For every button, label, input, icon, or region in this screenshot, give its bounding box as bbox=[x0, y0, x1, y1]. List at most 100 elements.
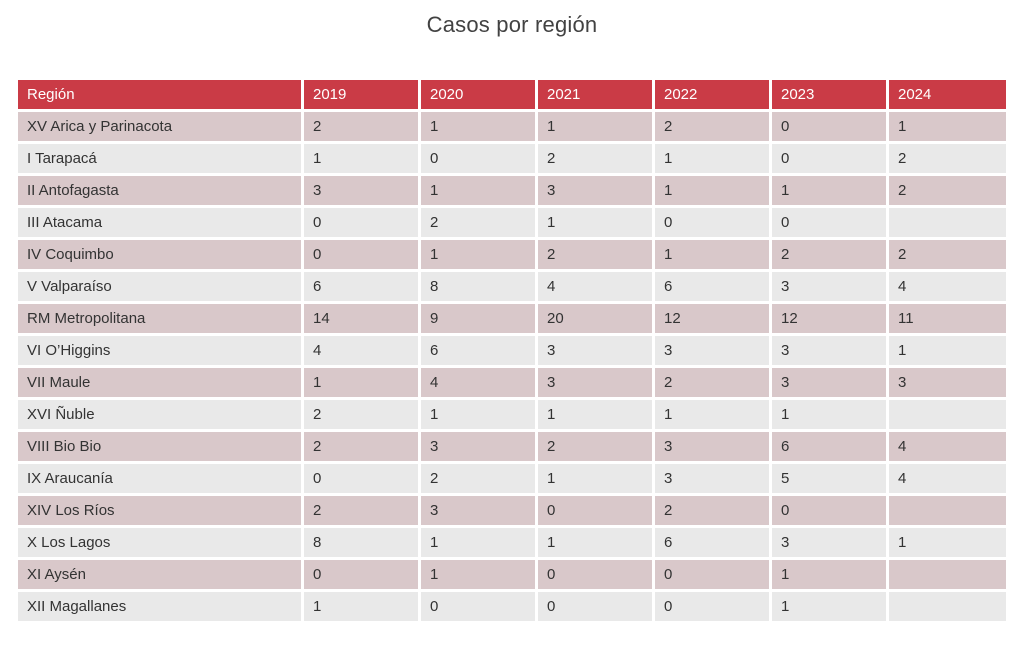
value-cell: 6 bbox=[655, 528, 772, 560]
value-cell: 1 bbox=[772, 592, 889, 624]
value-cell: 4 bbox=[538, 272, 655, 304]
column-header-2022[interactable]: 2022 bbox=[655, 80, 772, 112]
region-cell: VII Maule bbox=[18, 368, 304, 400]
region-cell: X Los Lagos bbox=[18, 528, 304, 560]
value-cell: 4 bbox=[889, 432, 1006, 464]
value-cell: 3 bbox=[655, 336, 772, 368]
value-cell: 0 bbox=[655, 560, 772, 592]
table-row: XV Arica y Parinacota 2 1 1 2 0 1 bbox=[18, 112, 1006, 144]
value-cell bbox=[889, 208, 1006, 240]
region-cell: XV Arica y Parinacota bbox=[18, 112, 304, 144]
table-row: IV Coquimbo 0 1 2 1 2 2 bbox=[18, 240, 1006, 272]
value-cell: 2 bbox=[655, 368, 772, 400]
value-cell: 0 bbox=[772, 144, 889, 176]
value-cell: 1 bbox=[889, 112, 1006, 144]
value-cell: 2 bbox=[538, 432, 655, 464]
region-cell: V Valparaíso bbox=[18, 272, 304, 304]
value-cell: 2 bbox=[304, 400, 421, 432]
value-cell: 3 bbox=[772, 272, 889, 304]
region-cell: XI Aysén bbox=[18, 560, 304, 592]
value-cell: 1 bbox=[538, 112, 655, 144]
region-cell: II Antofagasta bbox=[18, 176, 304, 208]
value-cell: 3 bbox=[655, 464, 772, 496]
value-cell: 2 bbox=[304, 432, 421, 464]
value-cell: 0 bbox=[304, 240, 421, 272]
chart-title: Casos por región bbox=[426, 12, 598, 37]
value-cell: 1 bbox=[538, 400, 655, 432]
region-cell: IV Coquimbo bbox=[18, 240, 304, 272]
column-header-2023[interactable]: 2023 bbox=[772, 80, 889, 112]
value-cell bbox=[889, 592, 1006, 624]
value-cell: 1 bbox=[421, 176, 538, 208]
value-cell: 0 bbox=[772, 208, 889, 240]
value-cell: 0 bbox=[772, 112, 889, 144]
value-cell: 1 bbox=[889, 528, 1006, 560]
table-row: RM Metropolitana 14 9 20 12 12 11 bbox=[18, 304, 1006, 336]
value-cell: 2 bbox=[889, 176, 1006, 208]
value-cell: 2 bbox=[421, 208, 538, 240]
region-cell: III Atacama bbox=[18, 208, 304, 240]
table-row: XVI Ñuble 2 1 1 1 1 bbox=[18, 400, 1006, 432]
region-cell: VIII Bio Bio bbox=[18, 432, 304, 464]
region-cell: XIV Los Ríos bbox=[18, 496, 304, 528]
value-cell: 1 bbox=[421, 560, 538, 592]
value-cell: 1 bbox=[421, 528, 538, 560]
value-cell: 0 bbox=[772, 496, 889, 528]
value-cell: 3 bbox=[655, 432, 772, 464]
value-cell: 3 bbox=[772, 528, 889, 560]
value-cell: 2 bbox=[421, 464, 538, 496]
value-cell: 0 bbox=[655, 208, 772, 240]
column-header-2021[interactable]: 2021 bbox=[538, 80, 655, 112]
table-row: VIII Bio Bio 2 3 2 3 6 4 bbox=[18, 432, 1006, 464]
value-cell: 0 bbox=[421, 592, 538, 624]
table-row: X Los Lagos 8 1 1 6 3 1 bbox=[18, 528, 1006, 560]
table-row: IX Araucanía 0 2 1 3 5 4 bbox=[18, 464, 1006, 496]
value-cell: 2 bbox=[538, 144, 655, 176]
column-header-2019[interactable]: 2019 bbox=[304, 80, 421, 112]
value-cell: 6 bbox=[772, 432, 889, 464]
table-row: III Atacama 0 2 1 0 0 bbox=[18, 208, 1006, 240]
value-cell: 2 bbox=[304, 496, 421, 528]
table-row: VI O’Higgins 4 6 3 3 3 1 bbox=[18, 336, 1006, 368]
table-row: XII Magallanes 1 0 0 0 1 bbox=[18, 592, 1006, 624]
value-cell: 1 bbox=[421, 400, 538, 432]
value-cell: 0 bbox=[538, 592, 655, 624]
value-cell: 0 bbox=[538, 560, 655, 592]
value-cell bbox=[889, 496, 1006, 528]
value-cell: 9 bbox=[421, 304, 538, 336]
column-header-2020[interactable]: 2020 bbox=[421, 80, 538, 112]
value-cell: 2 bbox=[889, 144, 1006, 176]
value-cell: 3 bbox=[772, 336, 889, 368]
value-cell: 1 bbox=[538, 208, 655, 240]
cases-by-region-table: Región 2019 2020 2021 2022 2023 2024 XV … bbox=[18, 80, 1006, 624]
value-cell: 20 bbox=[538, 304, 655, 336]
table-row: I Tarapacá 1 0 2 1 0 2 bbox=[18, 144, 1006, 176]
region-cell: RM Metropolitana bbox=[18, 304, 304, 336]
region-cell: I Tarapacá bbox=[18, 144, 304, 176]
table-row: XI Aysén 0 1 0 0 1 bbox=[18, 560, 1006, 592]
value-cell: 5 bbox=[772, 464, 889, 496]
region-cell: XII Magallanes bbox=[18, 592, 304, 624]
region-cell: VI O’Higgins bbox=[18, 336, 304, 368]
value-cell: 11 bbox=[889, 304, 1006, 336]
value-cell: 1 bbox=[655, 400, 772, 432]
value-cell: 4 bbox=[889, 272, 1006, 304]
value-cell: 1 bbox=[538, 464, 655, 496]
value-cell: 0 bbox=[538, 496, 655, 528]
value-cell: 14 bbox=[304, 304, 421, 336]
region-cell: IX Araucanía bbox=[18, 464, 304, 496]
value-cell: 2 bbox=[772, 240, 889, 272]
value-cell: 2 bbox=[889, 240, 1006, 272]
column-header-region[interactable]: Región bbox=[18, 80, 304, 112]
value-cell: 12 bbox=[655, 304, 772, 336]
value-cell: 3 bbox=[889, 368, 1006, 400]
column-header-2024[interactable]: 2024 bbox=[889, 80, 1006, 112]
value-cell: 1 bbox=[421, 112, 538, 144]
value-cell: 2 bbox=[655, 496, 772, 528]
table-row: XIV Los Ríos 2 3 0 2 0 bbox=[18, 496, 1006, 528]
value-cell: 1 bbox=[772, 400, 889, 432]
value-cell: 6 bbox=[655, 272, 772, 304]
value-cell: 0 bbox=[304, 560, 421, 592]
value-cell: 1 bbox=[655, 176, 772, 208]
